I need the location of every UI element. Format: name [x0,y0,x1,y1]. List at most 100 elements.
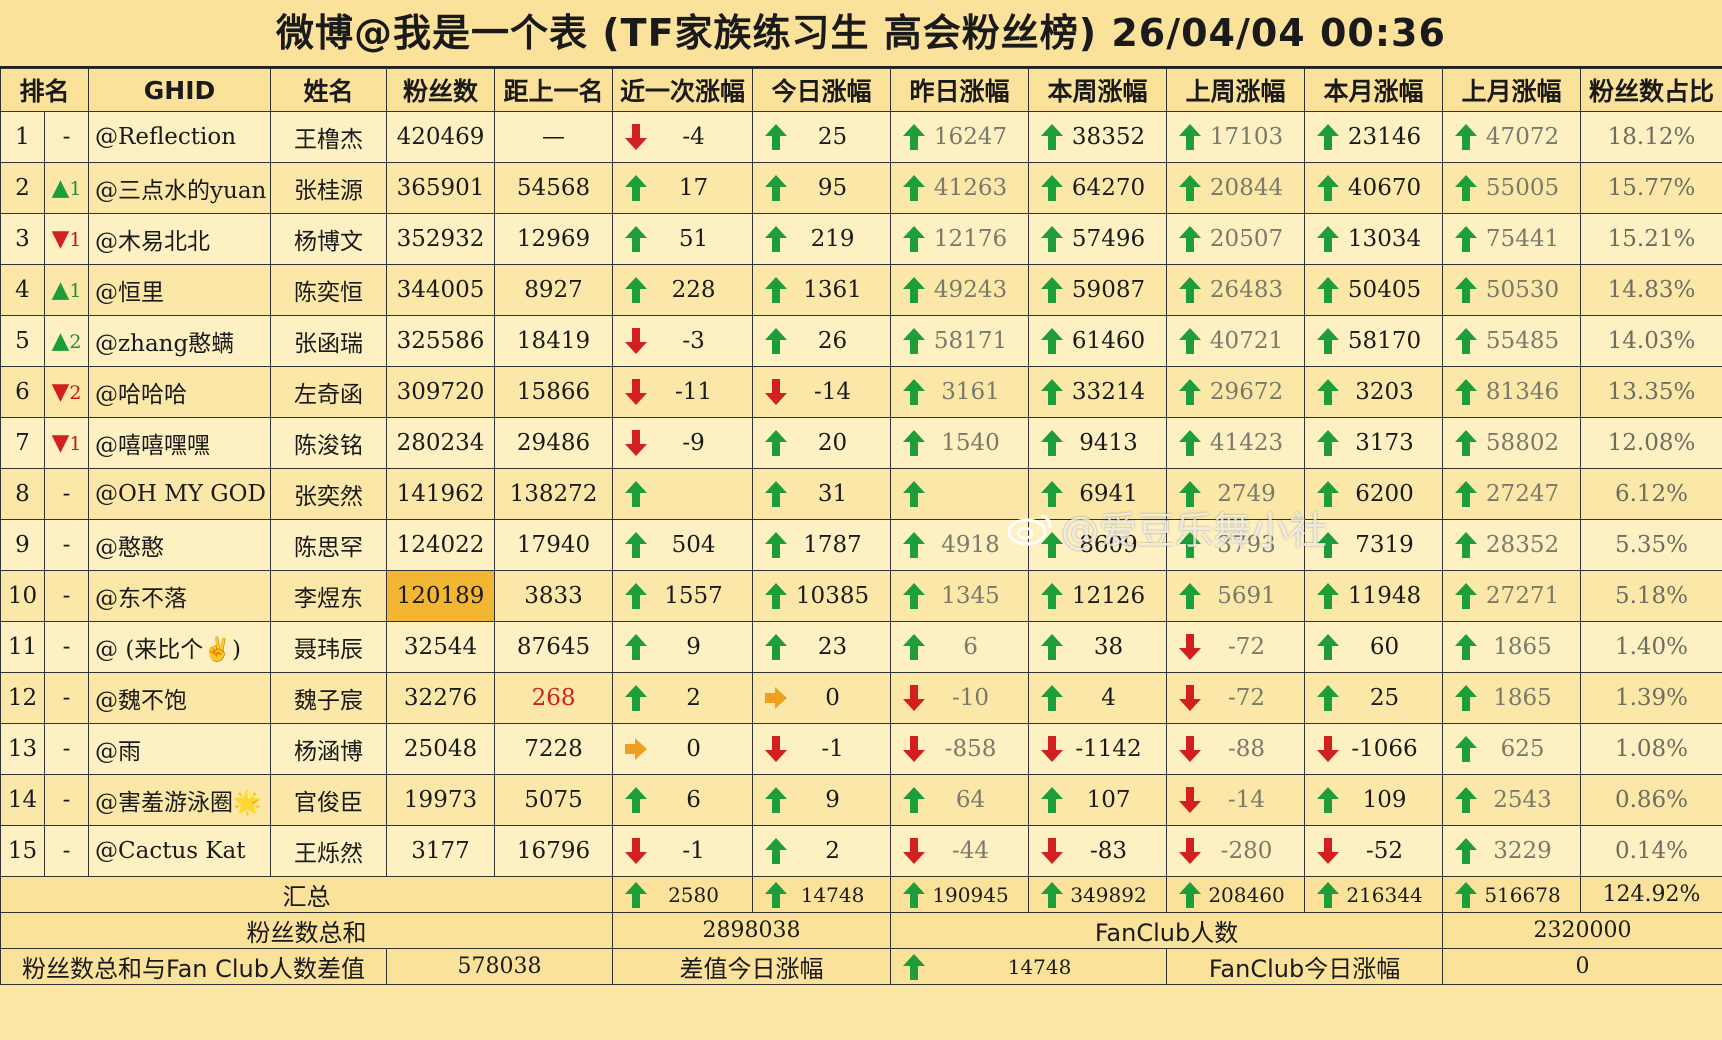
change-value: 23146 [1347,124,1422,150]
table-row: 12- @魏不饱 魏子宸 32276 268 2 0 -10 4 -72 25 1865 1.39% [0,672,1722,724]
arrow-up-icon [765,583,788,609]
change-lastmonth: 47072 [1442,111,1582,163]
arrow-up-icon [1455,379,1478,405]
rank-change: ▼1 [43,213,90,265]
arrow-up-icon [1455,430,1478,456]
gap-to-previous: 138272 [494,468,614,520]
column-header: 粉丝数占比 [1580,68,1722,112]
change-value: 38352 [1071,124,1146,150]
summary-week: 349892 [1028,876,1168,913]
arrow-up-icon [1455,481,1478,507]
rank-change-count: 2 [69,331,82,353]
fan-count: 325586 [386,315,496,367]
column-header: 姓名 [270,68,388,112]
fans-total-label: 粉丝数总和 [0,912,614,949]
rank-change: ▲1 [43,162,90,214]
arrow-up-icon [765,277,788,303]
arrow-down-icon [1179,736,1202,762]
rank-number: 4 [0,264,45,316]
change-lastweek: -88 [1166,723,1306,775]
change-recent: 228 [612,264,754,316]
rank-change-count: 1 [69,178,82,200]
change-value: 9 [686,634,701,660]
arrow-up-icon [765,481,788,507]
change-recent: -3 [612,315,754,367]
diff-value: 578038 [386,948,614,985]
diff-label: 粉丝数总和与Fan Club人数差值 [0,948,388,985]
column-header: GHID [88,68,272,112]
change-lastmonth: 625 [1442,723,1582,775]
change-lastweek: -14 [1166,774,1306,826]
table-row: 6 ▼2 @哈哈哈 左奇函 309720 15866 -11 -14 3161 33214 2967… [0,366,1722,418]
rank-down-icon: ▼ [51,430,70,456]
change-month: 6200 [1304,468,1444,520]
arrow-up-icon [903,634,926,660]
change-value: 5691 [1217,583,1276,609]
change-value: -83 [1089,838,1128,864]
ghid: @憨憨 [88,519,272,571]
arrow-up-icon [1455,881,1478,908]
change-value: 16247 [933,124,1008,150]
change-value: 17 [678,175,709,201]
arrow-up-icon [903,124,926,150]
arrow-up-icon [1041,175,1064,201]
rank-change: - [43,723,90,775]
rank-down-icon: ▼ [51,379,70,405]
arrow-up-icon [625,634,648,660]
change-month: 58170 [1304,315,1444,367]
arrow-down-icon [765,736,788,762]
column-header: 上周涨幅 [1166,68,1306,112]
table-row: 4 ▲1 @恒里 陈奕恒 344005 8927 228 1361 49243 59087 2648… [0,264,1722,316]
change-lastmonth: 3229 [1442,825,1582,877]
change-lastmonth: 1865 [1442,672,1582,724]
fan-count: 280234 [386,417,496,469]
change-value: -10 [951,685,990,711]
rank-number: 9 [0,519,45,571]
change-lastmonth: 55485 [1442,315,1582,367]
change-yesterday: 12176 [890,213,1030,265]
ghid: @恒里 [88,264,272,316]
arrow-up-icon [1455,532,1478,558]
change-week: 61460 [1028,315,1168,367]
rank-change-count: 1 [69,229,82,251]
arrow-up-icon [1041,481,1064,507]
change-value: 2 [825,838,840,864]
change-recent: -1 [612,825,754,877]
fan-share: 15.21% [1580,213,1722,265]
fan-share: 12.08% [1580,417,1722,469]
change-value: 58170 [1347,328,1422,354]
arrow-down-icon [625,430,648,456]
change-lastmonth: 75441 [1442,213,1582,265]
arrow-up-icon [1041,226,1064,252]
change-value: 1345 [941,583,1000,609]
change-value: -1142 [1075,736,1142,762]
change-value: 190945 [932,882,1009,907]
fan-count: 32276 [386,672,496,724]
change-value: 6200 [1355,481,1414,507]
column-header: 近一次涨幅 [612,68,754,112]
fan-count: 19973 [386,774,496,826]
arrow-up-icon [903,277,926,303]
fan-count: 25048 [386,723,496,775]
fanclub-today-value: 0 [1442,948,1722,985]
column-header: 本月涨幅 [1304,68,1444,112]
change-yesterday: -10 [890,672,1030,724]
arrow-up-icon [625,226,648,252]
arrow-up-icon [1455,787,1478,813]
change-value: -1 [821,736,844,762]
change-value: 57496 [1071,226,1146,252]
arrow-up-icon [765,175,788,201]
change-value: 64 [955,787,986,813]
summary-lastweek: 208460 [1166,876,1306,913]
summary-lastmonth: 516678 [1442,876,1582,913]
change-value: -858 [944,736,997,762]
arrow-up-icon [903,430,926,456]
fan-share: 15.77% [1580,162,1722,214]
change-today: 31 [752,468,892,520]
table-row: 14- @害羞游泳圈🌟 官俊臣 19973 5075 6 9 64 107 -14 109 2543 0… [0,774,1722,826]
change-yesterday: 58171 [890,315,1030,367]
change-week: 6941 [1028,468,1168,520]
arrow-down-icon [1179,685,1202,711]
arrow-down-icon [903,685,926,711]
diff-row: 粉丝数总和与Fan Club人数差值 578038 差值今日涨幅 14748 F… [0,948,1722,985]
